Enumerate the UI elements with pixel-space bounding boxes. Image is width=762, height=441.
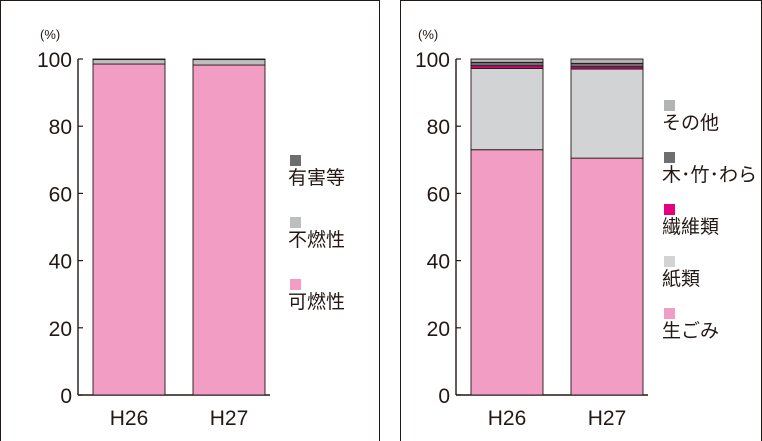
x-tick-label-h27: H27	[588, 407, 627, 430]
chart-right-svg: (%) 0 20 40 60 80 100 H26 H27	[400, 0, 762, 441]
chart-left-svg: (%) 0 20 40 60 80 100 H26 H27	[0, 0, 380, 441]
legend-item-wood: 木･竹･わら	[662, 152, 757, 186]
bar-segment-h26-series-2	[92, 58, 166, 61]
bar-segment-h27-series-1	[570, 68, 644, 159]
legend-swatch-textile	[664, 204, 675, 215]
y-tick-label: 80	[427, 116, 450, 139]
x-tick-label-h27: H27	[210, 407, 249, 430]
x-tick-label-h26: H26	[488, 407, 527, 430]
bar-segment-h27-series-1	[192, 58, 266, 66]
y-tick-label: 80	[49, 116, 72, 139]
bar-segment-h26-series-3	[470, 61, 544, 67]
y-tick-label: 40	[427, 251, 450, 274]
x-tick-label-h26: H26	[110, 407, 149, 430]
y-tick-label: 20	[427, 318, 450, 341]
unit-label: (%)	[40, 27, 60, 42]
chart-right: (%) 0 20 40 60 80 100 H26 H27 その他 木･竹･わら 繊維類 紙類 …	[400, 0, 762, 441]
y-tick-label: 0	[60, 385, 72, 408]
legend-swatch-paper	[664, 256, 675, 267]
legend-item-combustible: 可燃性	[288, 279, 345, 313]
legend-label-hazardous: 有害等	[288, 167, 346, 189]
y-tick-label: 60	[427, 183, 450, 206]
y-tick-label: 100	[37, 49, 72, 72]
legend-label-textile: 繊維類	[662, 216, 720, 238]
bar-segment-h26-series-1	[470, 67, 544, 151]
bar-segment-h27-series-4	[570, 58, 644, 64]
legend-swatch-non-combustible	[290, 217, 301, 228]
bar-segment-h27-series-2	[192, 58, 266, 61]
legend-swatch-other	[664, 100, 675, 111]
y-tick-label: 60	[49, 183, 72, 206]
legend-label-other: その他	[662, 112, 720, 134]
panel-frame	[0, 0, 380, 441]
legend-swatch-wood	[664, 152, 675, 163]
chart-left: (%) 0 20 40 60 80 100 H26 H27 有害等 不燃性 可燃性	[0, 0, 380, 441]
legend-item-non-combustible: 不燃性	[288, 217, 345, 251]
bar-segment-h27-series-0	[192, 64, 266, 396]
bar-segment-h26-series-0	[470, 149, 544, 396]
legend-item-other: その他	[662, 100, 719, 134]
legend-label-paper: 紙類	[662, 268, 701, 290]
y-tick-label: 20	[49, 318, 72, 341]
legend-label-non-combustible: 不燃性	[288, 229, 346, 251]
bar-segment-h27-series-0	[570, 157, 644, 396]
legend-swatch-hazardous	[290, 155, 301, 166]
bar-segment-h27-series-3	[570, 62, 644, 68]
bar-segment-h26-series-4	[470, 58, 544, 63]
y-tick-label: 0	[438, 385, 450, 408]
legend-label-food: 生ごみ	[662, 320, 720, 342]
legend-label-wood: 木･竹･わら	[662, 164, 758, 186]
bar-segment-h26-series-0	[92, 63, 166, 396]
y-tick-label: 40	[49, 251, 72, 274]
legend-swatch-combustible	[290, 279, 301, 290]
y-tick-label: 100	[415, 49, 450, 72]
legend-label-combustible: 可燃性	[288, 291, 346, 313]
legend-item-hazardous: 有害等	[288, 155, 345, 189]
legend-swatch-food	[664, 308, 675, 319]
legend-item-food: 生ごみ	[662, 308, 719, 342]
legend-item-textile: 繊維類	[662, 204, 719, 238]
unit-label: (%)	[418, 27, 438, 42]
legend-item-paper: 紙類	[662, 256, 700, 290]
